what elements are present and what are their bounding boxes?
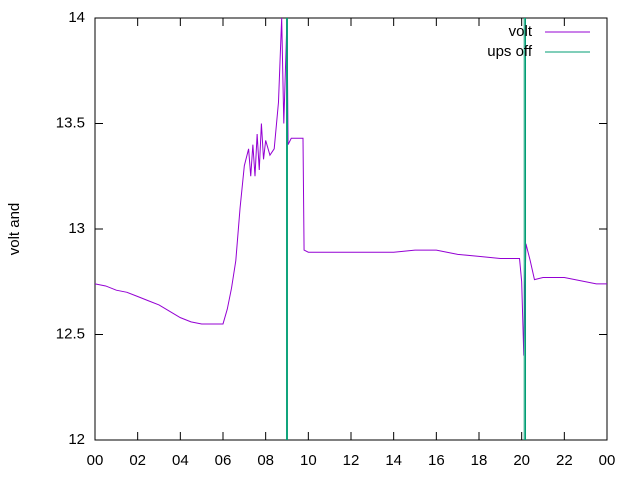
legend-label: volt [509, 23, 533, 40]
y-tick-label: 12 [68, 431, 85, 448]
y-tick-label: 13.5 [56, 114, 85, 131]
x-tick-label: 04 [172, 452, 189, 469]
y-axis-label: volt and [6, 203, 23, 256]
x-tick-label: 16 [428, 452, 445, 469]
x-tick-label: 02 [129, 452, 146, 469]
x-tick-label: 12 [343, 452, 360, 469]
y-tick-label: 13 [68, 220, 85, 237]
x-tick-label: 00 [599, 452, 616, 469]
plot-frame [94, 17, 608, 441]
x-tick-label: 18 [471, 452, 488, 469]
y-tick-label: 12.5 [56, 325, 85, 342]
legend-label: ups off [487, 43, 533, 60]
x-tick-label: 14 [385, 452, 402, 469]
x-tick-label: 10 [300, 452, 317, 469]
series-line [95, 18, 607, 356]
x-tick-label: 08 [257, 452, 274, 469]
x-tick-label: 00 [87, 452, 104, 469]
x-tick-label: 22 [556, 452, 573, 469]
x-tick-label: 06 [215, 452, 232, 469]
y-tick-label: 14 [68, 9, 85, 26]
x-tick-label: 20 [513, 452, 530, 469]
series-line [286, 18, 527, 440]
plot-area [95, 18, 607, 440]
